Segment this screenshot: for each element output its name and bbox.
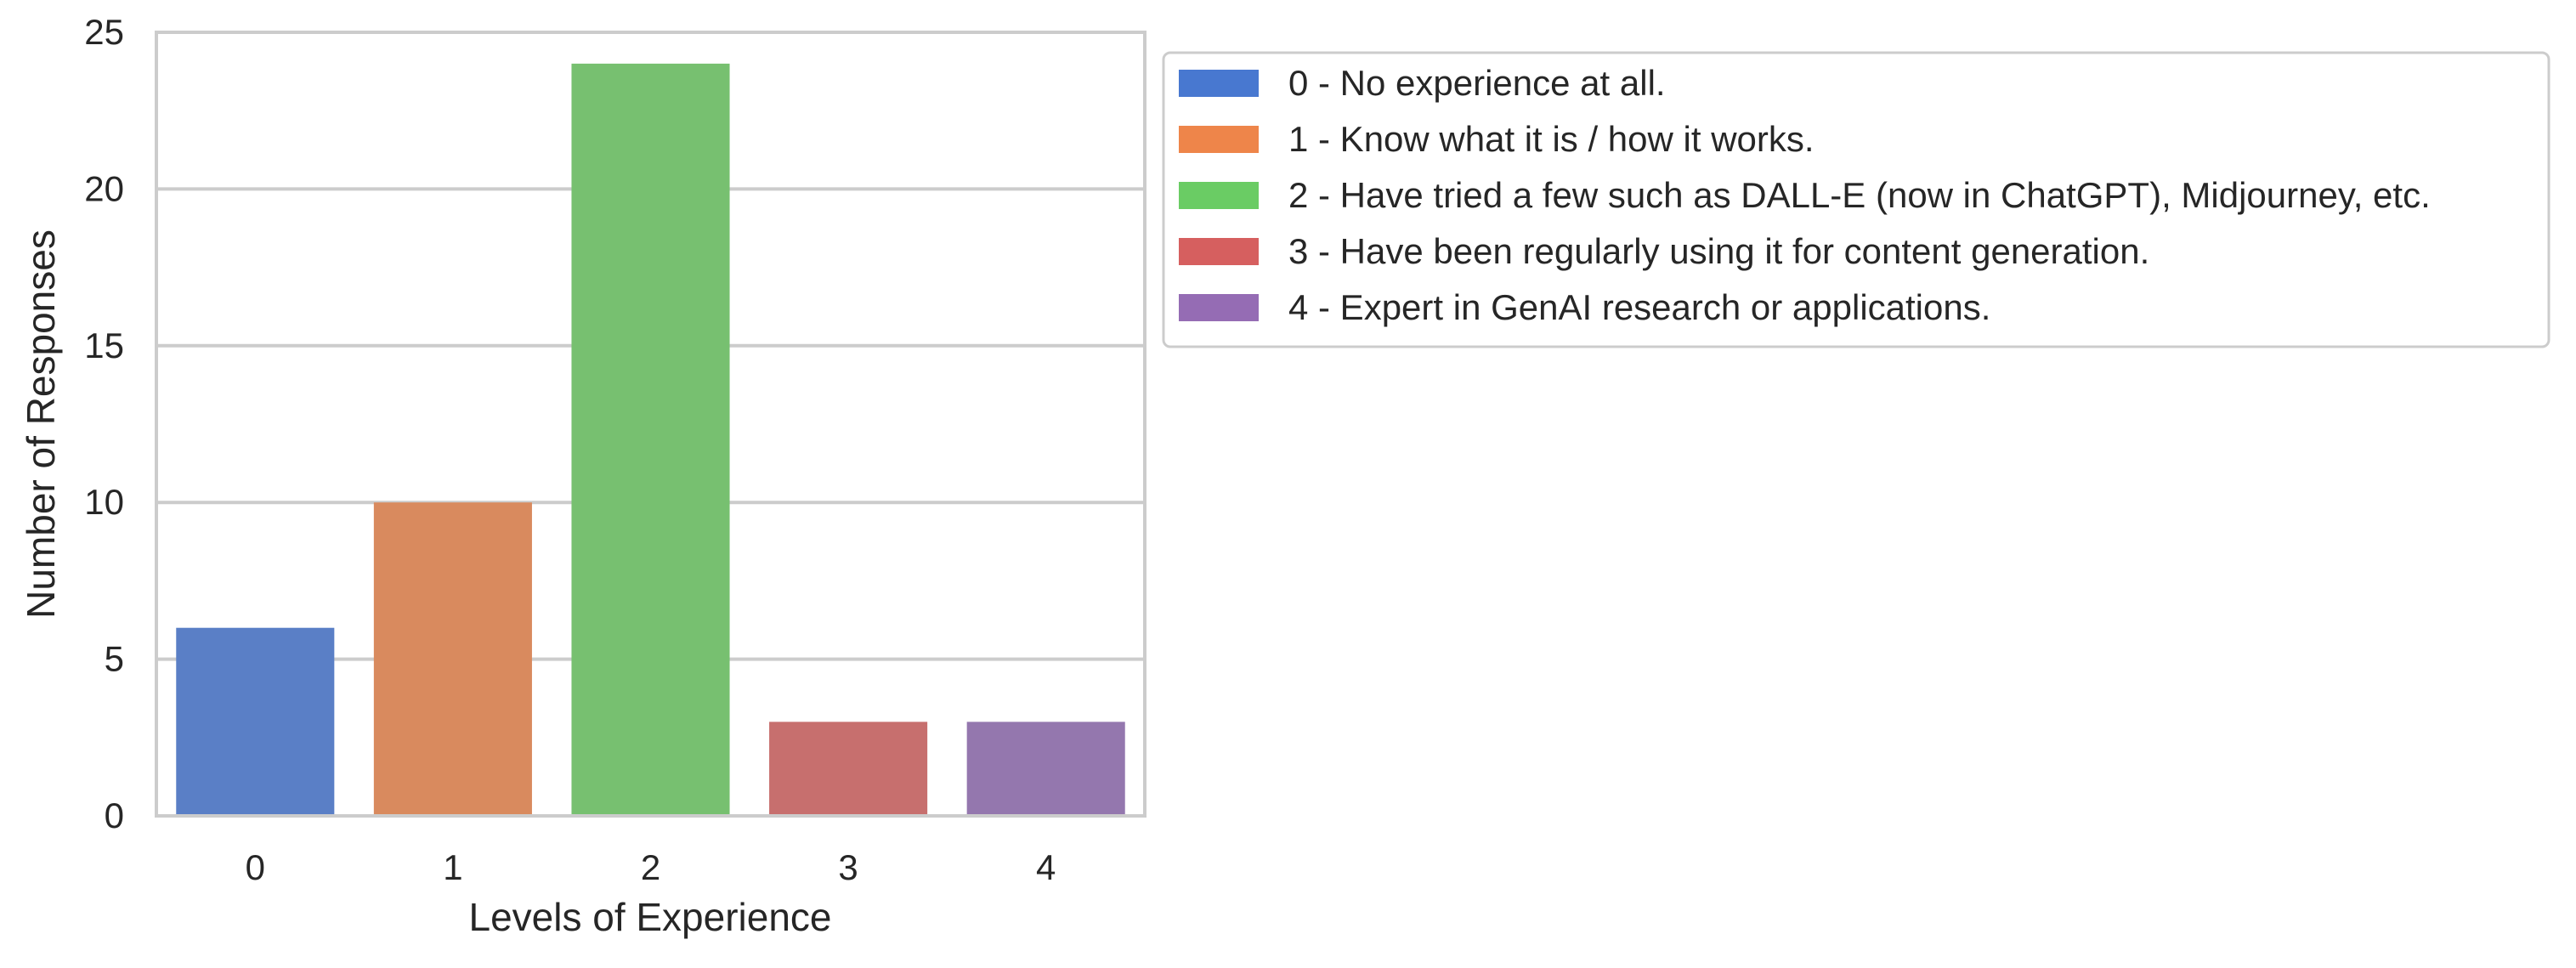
legend-label: 1 - Know what it is / how it works. [1288, 119, 1815, 159]
bar-2 [571, 63, 730, 816]
bar-4 [966, 722, 1125, 816]
legend: 0 - No experience at all. 1 - Know what i… [1162, 51, 2551, 348]
legend-swatch [1179, 70, 1259, 97]
legend-label: 3 - Have been regularly using it for con… [1288, 231, 2149, 271]
y-tick-label: 20 [84, 168, 124, 208]
bars [176, 63, 1125, 816]
y-tick-label: 25 [84, 12, 124, 52]
legend-swatch [1179, 294, 1259, 321]
plot-frame [155, 31, 1146, 818]
legend-frame [1162, 51, 2551, 348]
y-axis-title: Number of Responses [19, 229, 63, 619]
bar-1 [373, 502, 532, 816]
legend-swatch [1179, 126, 1259, 153]
x-tick-label: 1 [443, 847, 462, 887]
legend-swatch [1179, 182, 1259, 209]
legend-swatch [1179, 238, 1259, 265]
y-tick-labels: 0 5 10 15 20 25 [84, 12, 124, 835]
y-tick-label: 0 [105, 795, 124, 835]
legend-label: 4 - Expert in GenAI research or applicat… [1288, 287, 1990, 327]
x-tick-labels: 0 1 2 3 4 [246, 847, 1056, 887]
bar-0 [176, 627, 335, 816]
x-tick-label: 3 [838, 847, 858, 887]
x-tick-label: 0 [246, 847, 265, 887]
y-tick-label: 10 [84, 482, 124, 522]
bar-3 [769, 722, 928, 816]
x-axis-title: Levels of Experience [468, 895, 831, 939]
y-tick-label: 5 [105, 639, 124, 679]
x-tick-label: 2 [641, 847, 660, 887]
legend-label: 0 - No experience at all. [1288, 63, 1666, 103]
x-tick-label: 4 [1036, 847, 1056, 887]
legend-label: 2 - Have tried a few such as DALL-E (now… [1288, 175, 2431, 215]
y-tick-label: 15 [84, 325, 124, 365]
